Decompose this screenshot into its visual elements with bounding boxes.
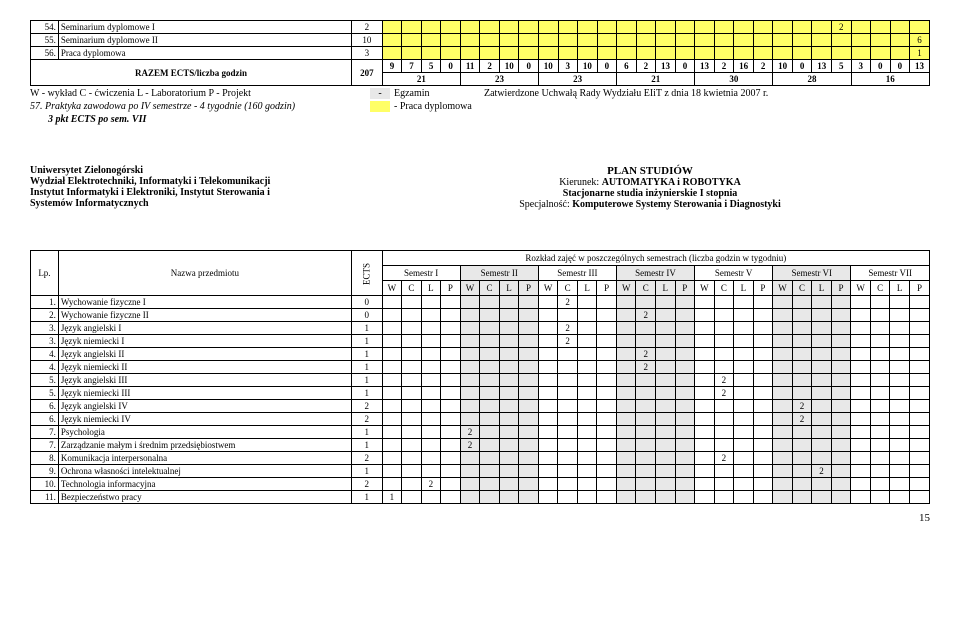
plan-title: PLAN STUDIÓW [370, 165, 930, 177]
top-table: 54.Seminarium dyplomowe I2255.Seminarium… [30, 20, 930, 86]
plan-spec: Specjalność: Komputerowe Systemy Sterowa… [370, 199, 930, 210]
uni-inst2: Systemów Informatycznych [30, 198, 330, 209]
university-block: Uniwersytet Zielonogórski Wydział Elektr… [30, 165, 330, 209]
bottom-table: Lp. Nazwa przedmiotu ECTS Rozkład zajęć … [30, 250, 930, 504]
legend-row-3: 3 pkt ECTS po sem. VII [30, 114, 930, 125]
legend-row-2: 57. Praktyka zawodowa po IV semestrze - … [30, 101, 930, 112]
hdr-rozklad: Rozkład zajęć w poszczególnych semestrac… [382, 251, 929, 266]
hdr-lp: Lp. [31, 251, 59, 296]
uni-name: Uniwersytet Zielonogórski [30, 165, 330, 176]
plan-kier: Kierunek: Kierunek: AUTOMATYKA i ROBOTYK… [370, 177, 930, 188]
uni-faculty: Wydział Elektrotechniki, Informatyki i T… [30, 176, 330, 187]
hdr-ects: ECTS [351, 251, 382, 296]
page-number: 15 [30, 512, 930, 524]
legend-ects-sem: 3 pkt ECTS po sem. VII [30, 114, 388, 125]
legend-approved: Zatwierdzone Uchwałą Rady Wydziału EIiT … [484, 88, 930, 99]
legend-praktyka: 57. Praktyka zawodowa po IV semestrze - … [30, 101, 370, 112]
legend-row-1: W - wykład C - ćwiczenia L - Laboratoriu… [30, 88, 930, 99]
legend-egzamin: Egzamin [390, 88, 484, 99]
legend-wclp: W - wykład C - ćwiczenia L - Laboratoriu… [30, 88, 370, 99]
legend-dash: - [370, 88, 390, 99]
legend-praca: - Praca dyplomowa [390, 101, 472, 112]
plan-stac: Stacjonarne studia inżynierskie I stopni… [370, 188, 930, 199]
hdr-nazwa: Nazwa przedmiotu [58, 251, 351, 296]
uni-inst1: Instytut Informatyki i Elektroniki, Inst… [30, 187, 330, 198]
